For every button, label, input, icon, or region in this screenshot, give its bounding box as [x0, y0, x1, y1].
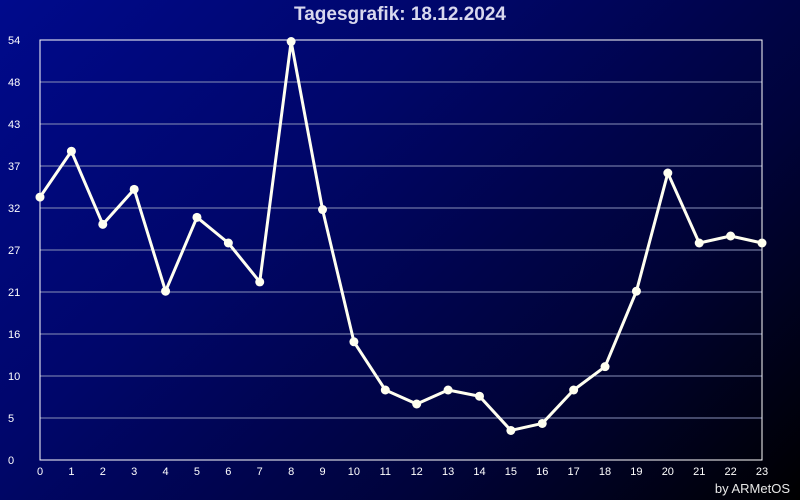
x-tick-label: 0: [37, 466, 43, 478]
data-point: [443, 385, 453, 395]
x-tick-label: 23: [756, 466, 768, 478]
x-tick-label: 5: [194, 466, 200, 478]
series-group: [35, 37, 767, 435]
data-point: [569, 385, 579, 395]
x-tick-label: 21: [693, 466, 705, 478]
x-tick-label: 19: [630, 466, 642, 478]
x-tick-label: 3: [131, 466, 137, 478]
data-point: [349, 337, 359, 347]
data-point: [286, 37, 296, 47]
credit-label: by ARMetOS: [714, 481, 790, 496]
data-point: [694, 238, 704, 248]
y-tick-label: 21: [8, 287, 20, 299]
data-point: [35, 192, 45, 202]
data-point: [600, 362, 610, 372]
y-tick-label: 10: [8, 371, 20, 383]
data-point: [129, 184, 139, 194]
data-point: [223, 238, 233, 248]
data-point: [161, 286, 171, 296]
x-tick-label: 16: [536, 466, 548, 478]
data-point: [318, 205, 328, 215]
data-point: [98, 219, 108, 229]
y-tick-label: 43: [8, 119, 20, 131]
y-axis-ticks: 0 5 10 16 21 27 32 37 43 48 54: [8, 35, 20, 467]
y-tick-label: 27: [8, 245, 20, 257]
x-tick-label: 17: [568, 466, 580, 478]
x-tick-label: 15: [505, 466, 517, 478]
x-tick-label: 6: [225, 466, 231, 478]
y-tick-label: 5: [8, 413, 14, 425]
data-point: [412, 399, 422, 409]
data-point: [757, 238, 767, 248]
x-tick-label: 18: [599, 466, 611, 478]
x-tick-label: 12: [411, 466, 423, 478]
data-point: [255, 277, 265, 287]
x-tick-label: 4: [163, 466, 169, 478]
x-tick-label: 1: [68, 466, 74, 478]
x-tick-label: 2: [100, 466, 106, 478]
x-tick-label: 11: [380, 466, 391, 478]
x-tick-label: 22: [724, 466, 736, 478]
y-tick-label: 48: [8, 77, 20, 89]
x-tick-label: 10: [348, 466, 360, 478]
data-point: [192, 212, 202, 222]
data-point: [663, 168, 673, 178]
data-point: [631, 286, 641, 296]
y-tick-label: 37: [8, 161, 20, 173]
series-line: [38, 40, 763, 432]
x-tick-label: 8: [288, 466, 294, 478]
data-point: [380, 385, 390, 395]
x-axis-ticks: 0 1 2 3 4 5 6 7 8 9 10 11 12 13 14 15 16 17 18 19 20 21 22 23: [37, 466, 768, 478]
x-tick-label: 13: [442, 466, 454, 478]
data-point: [506, 425, 516, 435]
data-point: [726, 231, 736, 241]
x-tick-label: 7: [257, 466, 263, 478]
x-tick-label: 20: [662, 466, 674, 478]
data-point: [474, 391, 484, 401]
plot-frame: [39, 39, 763, 461]
y-tick-label: 54: [8, 35, 20, 47]
chart-title: Tagesgrafik: 18.12.2024: [294, 4, 506, 25]
data-point: [537, 418, 547, 428]
y-tick-label: 0: [8, 455, 14, 467]
x-tick-label: 14: [473, 466, 485, 478]
data-point: [66, 146, 76, 156]
grid-lines: [40, 81, 762, 419]
y-tick-label: 32: [8, 203, 20, 215]
x-tick-label: 9: [319, 466, 325, 478]
y-tick-label: 16: [8, 329, 20, 341]
